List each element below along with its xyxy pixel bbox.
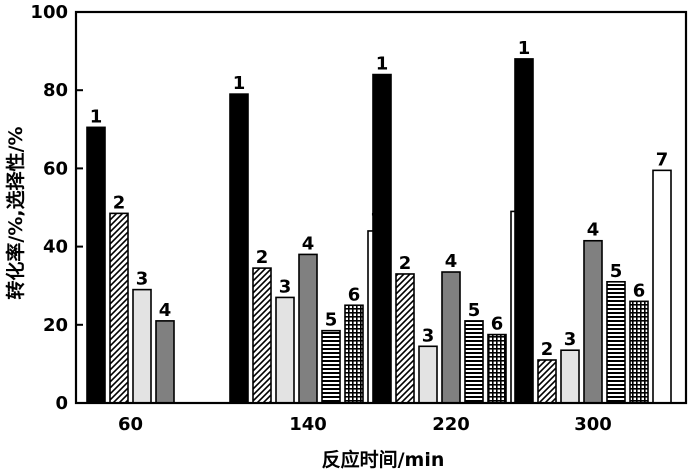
bar-4-60 xyxy=(155,320,175,404)
bar-7-300 xyxy=(652,169,672,404)
x-axis-title: 反应时间/min xyxy=(322,448,445,471)
bar-label-1-220: 1 xyxy=(376,54,389,75)
bar-3-140 xyxy=(275,296,295,404)
bar-label-4-60: 4 xyxy=(159,300,172,321)
x-tick-label-220: 220 xyxy=(432,414,470,435)
y-tick-label-20: 20 xyxy=(43,315,68,336)
y-tick-label-80: 80 xyxy=(43,80,68,101)
bar-3-60 xyxy=(132,288,152,404)
bar-label-6-300: 6 xyxy=(633,280,646,301)
bar-label-1-300: 1 xyxy=(518,38,531,59)
plot-frame xyxy=(74,10,688,405)
bar-label-5-140: 5 xyxy=(325,310,338,331)
y-tick-label-40: 40 xyxy=(43,237,68,258)
bar-4-300 xyxy=(583,239,603,404)
bar-label-3-140: 3 xyxy=(279,276,292,297)
bar-3-300 xyxy=(560,349,580,404)
y-tick-label-100: 100 xyxy=(30,2,68,23)
x-tick-label-140: 140 xyxy=(289,414,327,435)
x-tick-label-300: 300 xyxy=(574,414,612,435)
bar-label-2-220: 2 xyxy=(399,253,412,274)
bar-label-7-300: 7 xyxy=(656,149,669,170)
bar-1-140 xyxy=(229,93,249,404)
bar-5-220 xyxy=(464,320,484,404)
bar-2-300 xyxy=(537,359,557,404)
bar-label-3-220: 3 xyxy=(422,325,435,346)
bar-label-3-300: 3 xyxy=(564,329,577,350)
bar-label-2-60: 2 xyxy=(113,192,126,213)
bar-4-220 xyxy=(441,271,461,404)
bar-6-220 xyxy=(487,333,507,404)
bar-6-140 xyxy=(344,304,364,404)
bar-5-140 xyxy=(321,329,341,404)
bar-label-1-60: 1 xyxy=(90,106,103,127)
bar-1-220 xyxy=(372,73,392,404)
bar-label-1-140: 1 xyxy=(233,73,246,94)
bar-2-60 xyxy=(109,212,129,404)
bar-label-4-140: 4 xyxy=(302,233,315,254)
bar-label-5-300: 5 xyxy=(610,261,623,282)
y-tick-label-60: 60 xyxy=(43,158,68,179)
chart-axes: 0 20 40 60 80 100 60 140 220 300 xyxy=(30,2,688,435)
bar-label-6-140: 6 xyxy=(348,284,361,305)
bar-2-220 xyxy=(395,273,415,404)
bar-3-220 xyxy=(418,345,438,404)
bar-label-3-60: 3 xyxy=(136,269,149,290)
bar-6-300 xyxy=(629,300,649,404)
bar-label-4-300: 4 xyxy=(587,220,600,241)
bar-label-6-220: 6 xyxy=(491,314,504,335)
bar-2-140 xyxy=(252,267,272,404)
bar-label-2-140: 2 xyxy=(256,247,269,268)
x-tick-label-60: 60 xyxy=(118,414,143,435)
bar-5-300 xyxy=(606,280,626,404)
y-tick-label-0: 0 xyxy=(55,393,68,414)
bar-4-140 xyxy=(298,253,318,404)
bar-label-2-300: 2 xyxy=(541,339,554,360)
bar-1-60 xyxy=(86,126,106,404)
bar-label-5-220: 5 xyxy=(468,300,481,321)
bar-label-4-220: 4 xyxy=(445,251,458,272)
y-axis-title: 转化率/%,选择性/% xyxy=(4,126,27,299)
bar-1-300 xyxy=(514,58,534,404)
chart-marks: 1234123456712345671234567 xyxy=(86,38,672,404)
